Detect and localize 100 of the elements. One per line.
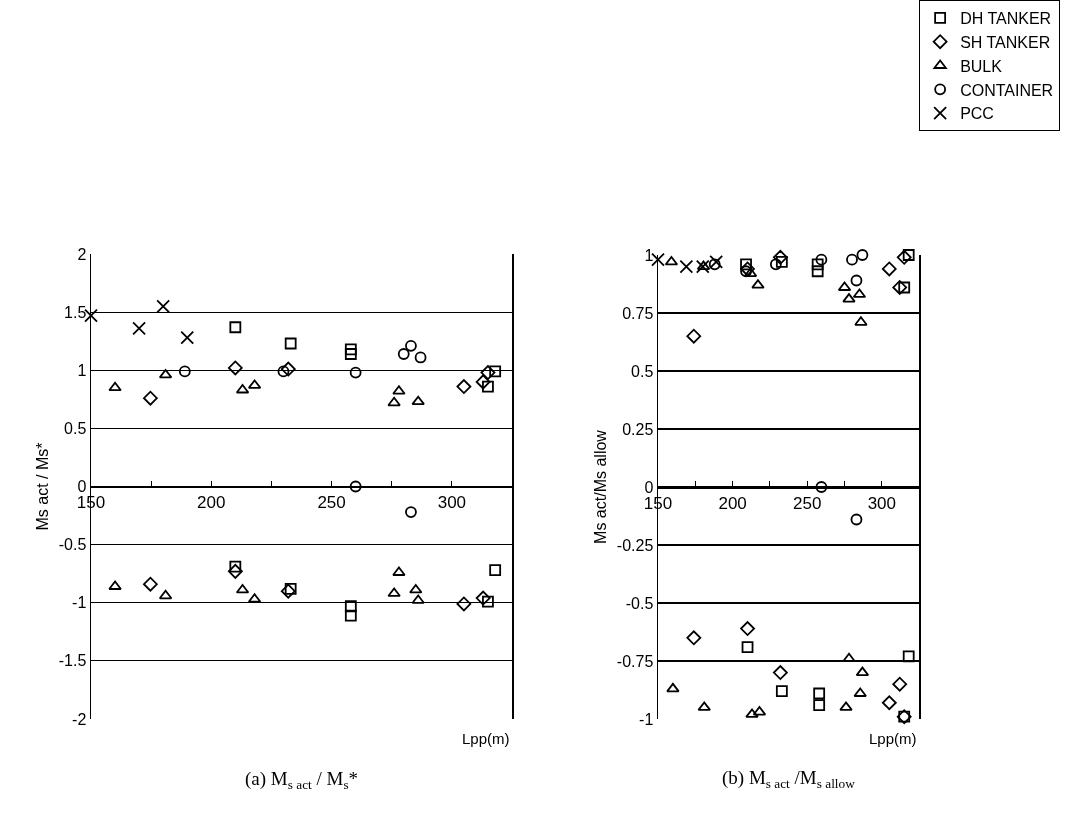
x-tick-label: 300 — [867, 493, 897, 513]
point — [178, 365, 191, 378]
point — [156, 299, 171, 314]
point — [143, 576, 158, 592]
x-tick-label: 250 — [793, 493, 822, 513]
legend-label: PCC — [960, 105, 994, 123]
point — [392, 385, 406, 395]
point — [84, 308, 98, 323]
point — [482, 595, 494, 608]
point — [697, 701, 711, 711]
y-tick-label: 2 — [77, 245, 87, 263]
y-tick-label: 1 — [77, 361, 87, 379]
point — [896, 249, 912, 265]
point — [180, 330, 195, 345]
y-tick-label: 0.75 — [622, 304, 654, 322]
y-tick-label: -1 — [639, 710, 654, 728]
point — [751, 279, 765, 289]
point — [387, 587, 401, 597]
point — [679, 259, 694, 274]
point — [143, 390, 158, 406]
point — [898, 281, 911, 294]
point — [853, 687, 867, 697]
point — [475, 374, 491, 390]
y-tick-label: -0.5 — [58, 536, 87, 554]
y-tick-label: 0.5 — [64, 419, 87, 437]
point — [489, 365, 502, 378]
y-tick-label: -0.5 — [625, 594, 654, 612]
text: (a) M$_{s act}$ / M$_{s}$* — [245, 768, 359, 792]
point — [892, 676, 908, 692]
point — [280, 361, 296, 377]
point — [740, 258, 752, 271]
point — [813, 699, 826, 711]
point — [387, 396, 401, 407]
point — [414, 351, 427, 364]
point — [815, 253, 828, 266]
y-tick-label: -1 — [72, 594, 87, 612]
point — [349, 366, 362, 379]
point — [769, 258, 782, 271]
point — [854, 316, 868, 326]
point — [229, 321, 242, 334]
point — [813, 687, 826, 700]
y-tick-label: -0.25 — [616, 536, 654, 554]
point — [227, 563, 243, 579]
text: (b) M$_{s act}$ /M$_{s allow}$ — [722, 767, 856, 791]
legend-label: SH TANKER — [960, 33, 1051, 51]
point — [277, 365, 290, 378]
point — [284, 337, 297, 350]
point — [405, 339, 417, 352]
point — [651, 252, 665, 267]
point — [666, 682, 680, 693]
point — [686, 630, 702, 646]
point — [405, 506, 417, 518]
point — [842, 293, 856, 303]
y-tick-label: 0 — [644, 478, 654, 496]
point — [695, 259, 710, 274]
point — [411, 395, 425, 406]
y-tick-label: 1.5 — [64, 303, 87, 321]
y-tick-label: 0.25 — [622, 420, 654, 438]
point — [489, 564, 502, 577]
point — [349, 480, 362, 493]
point — [397, 348, 410, 360]
legend-label: CONTAINER — [960, 81, 1054, 99]
y-axis-title: Ms act/Ms allow — [591, 429, 609, 544]
point — [775, 256, 788, 268]
x-tick-label: 200 — [197, 493, 226, 513]
point — [132, 321, 147, 336]
point — [480, 365, 496, 380]
y-axis-title: Ms act / Ms* — [33, 442, 51, 531]
point — [344, 343, 357, 356]
point — [475, 590, 491, 606]
x-tick-label: 200 — [718, 493, 747, 513]
point — [892, 280, 908, 295]
point — [158, 589, 173, 600]
point — [392, 566, 406, 576]
point — [856, 249, 869, 261]
point — [846, 253, 858, 266]
point — [902, 650, 915, 663]
point — [344, 600, 357, 613]
point — [344, 348, 357, 360]
y-tick-label: -2 — [72, 710, 87, 728]
point — [745, 708, 759, 718]
point — [850, 513, 863, 526]
point — [811, 265, 824, 278]
point — [482, 380, 494, 393]
point — [772, 665, 788, 680]
point — [227, 360, 243, 376]
point — [772, 249, 788, 265]
point — [740, 261, 755, 277]
point — [108, 580, 122, 590]
point — [850, 274, 863, 287]
point — [811, 258, 824, 271]
point — [409, 584, 423, 594]
x-axis-title: Lpp(m) — [462, 730, 510, 747]
y-tick-label: 0.5 — [631, 362, 654, 380]
point — [411, 594, 425, 604]
y-tick-label: -1.5 — [58, 652, 87, 670]
point — [881, 695, 897, 711]
point — [775, 685, 788, 698]
point — [456, 379, 472, 394]
point — [740, 621, 755, 636]
